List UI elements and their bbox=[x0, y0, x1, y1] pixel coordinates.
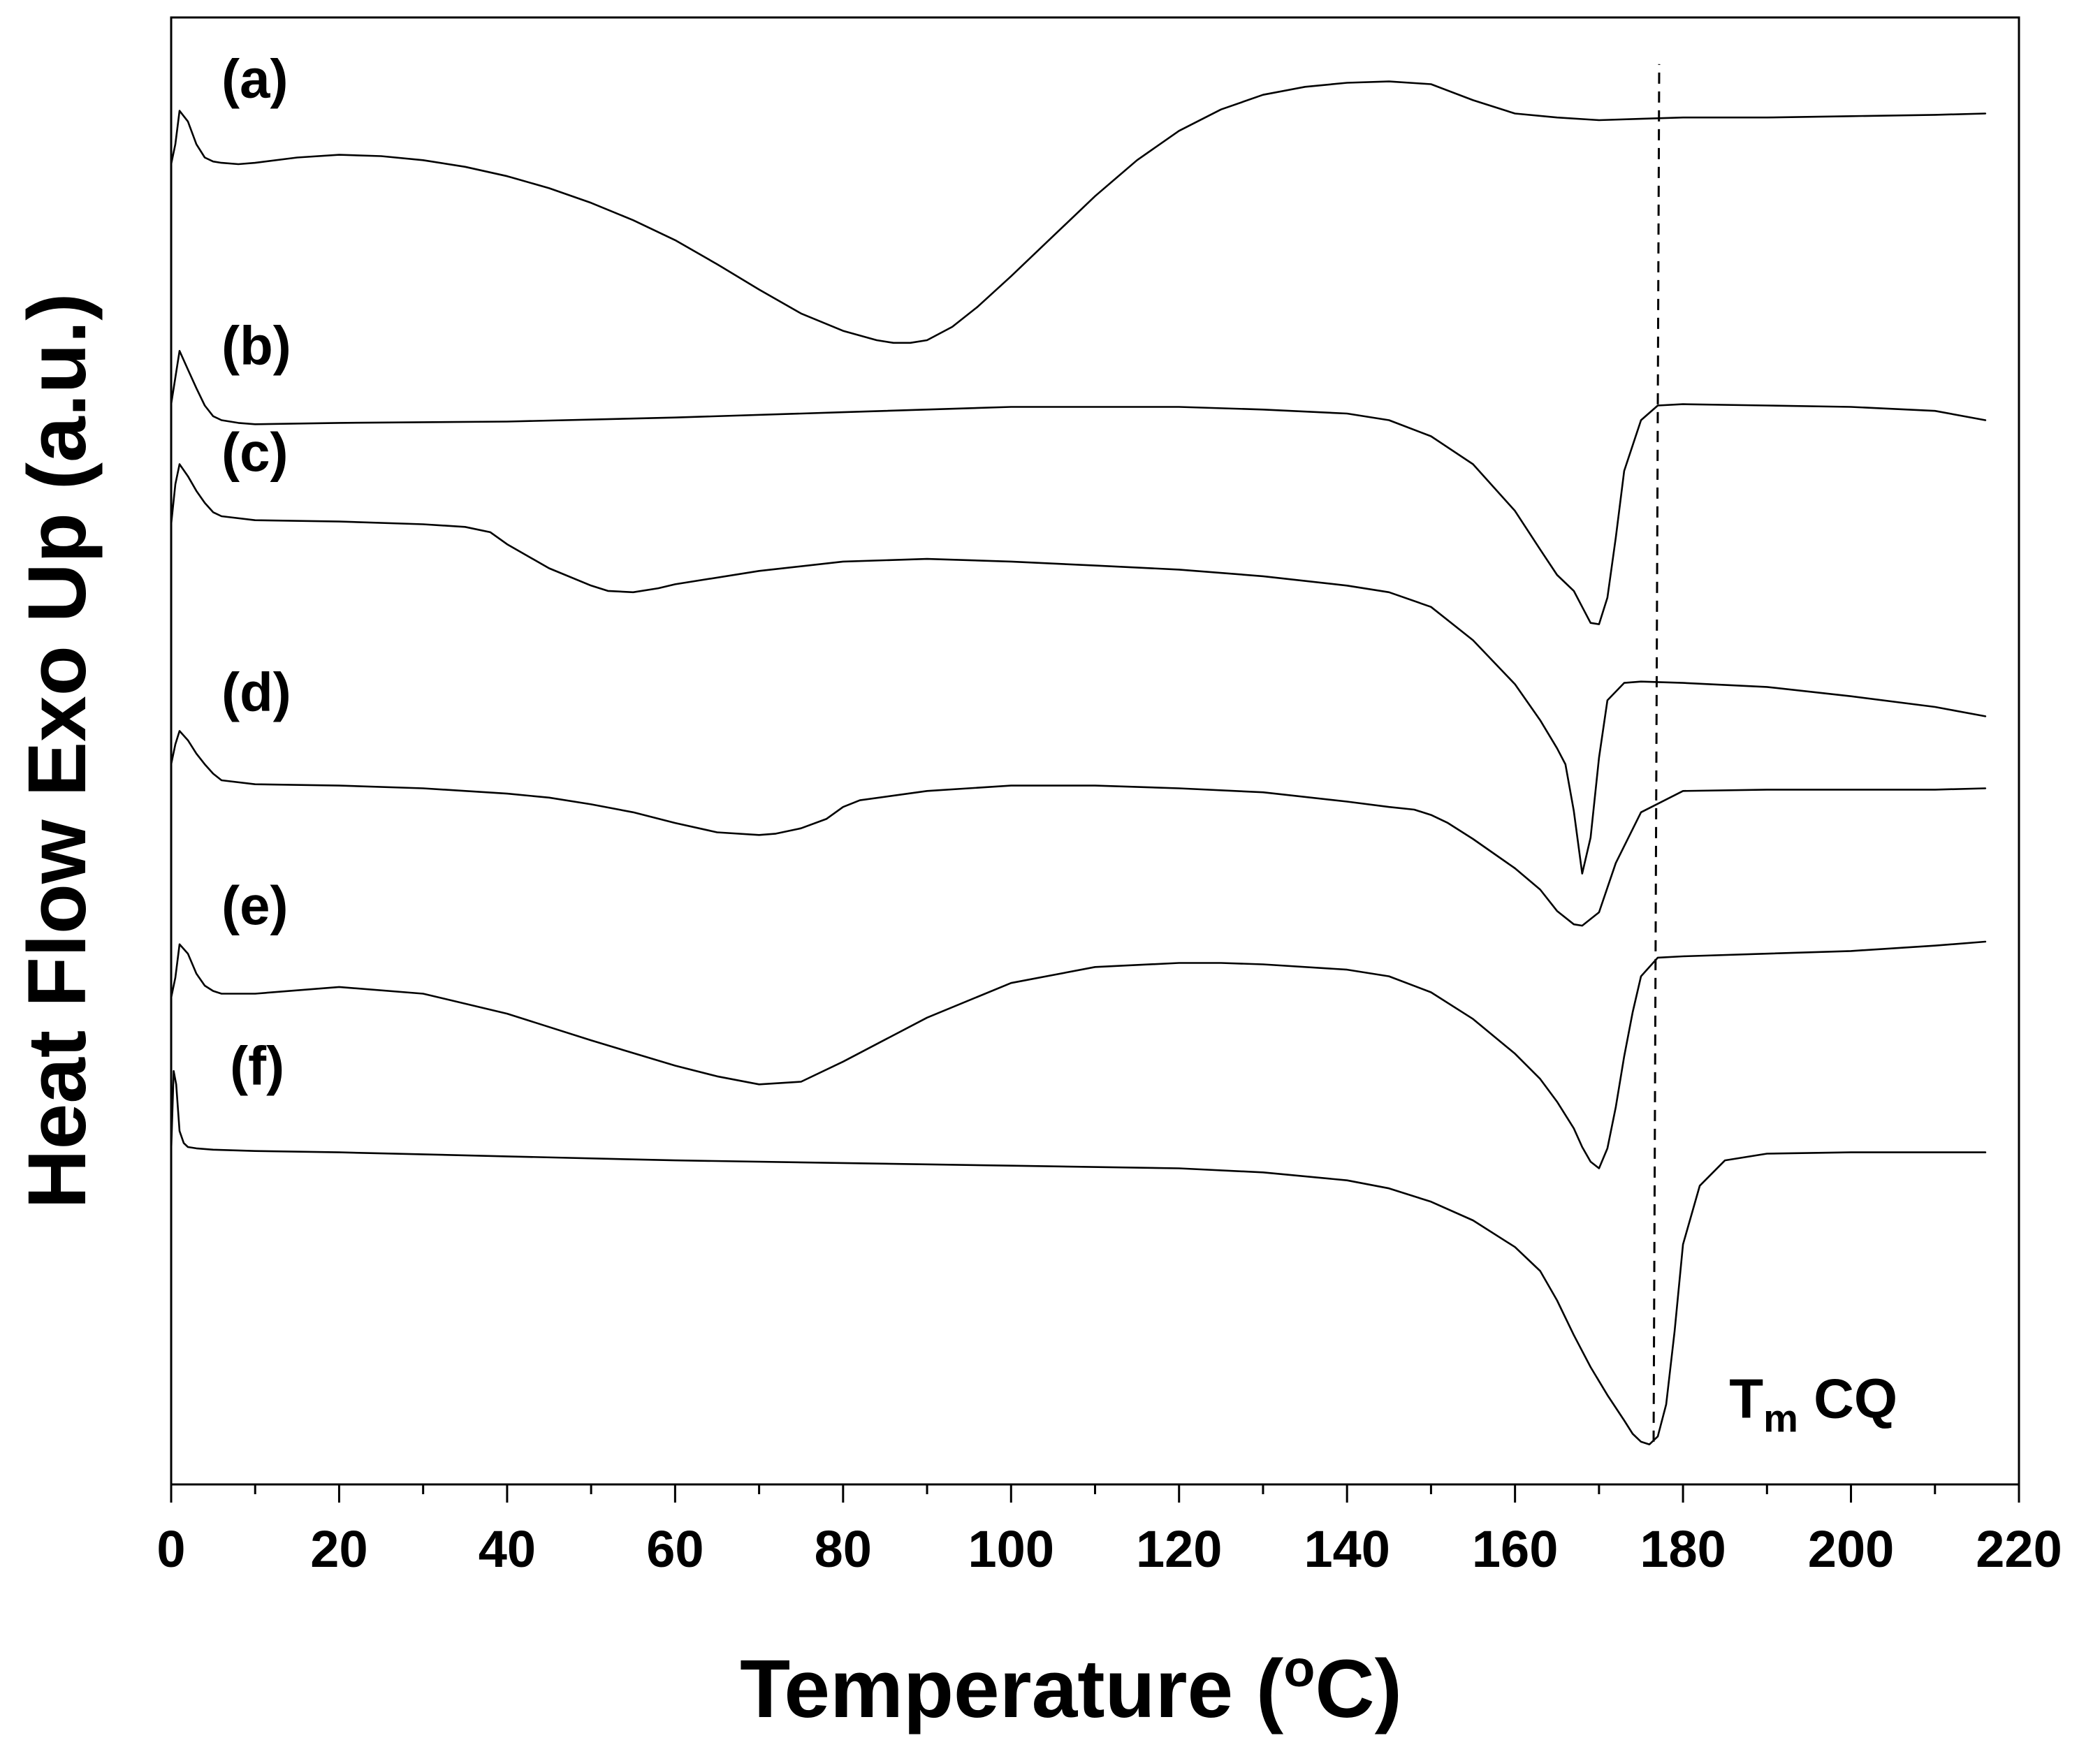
x-tick-labels: 0 20 40 60 80 100 120 140 160 180 200 220 bbox=[156, 1520, 2062, 1578]
curve-label-d: (d) bbox=[221, 662, 291, 723]
curve-labels: (a) (b) (c) (d) (e) (f) bbox=[221, 48, 291, 1097]
x-tick-label: 60 bbox=[646, 1520, 703, 1578]
x-major-ticks bbox=[170, 1484, 2020, 1503]
x-tick-label: 0 bbox=[156, 1520, 185, 1578]
tm-subscript: m bbox=[1763, 1396, 1798, 1440]
curve-f bbox=[170, 1069, 1987, 1445]
curve-a bbox=[170, 80, 1987, 344]
x-minor-ticks bbox=[254, 1484, 1937, 1494]
curves bbox=[170, 80, 1987, 1445]
curve-e bbox=[170, 940, 1987, 1169]
tm-dashed-line bbox=[1652, 64, 1661, 1442]
curve-label-f: (f) bbox=[230, 1035, 284, 1096]
x-tick-label: 220 bbox=[1976, 1520, 2062, 1578]
x-axis-title: Temperature (oC) bbox=[740, 1640, 1402, 1735]
tm-suffix: CQ bbox=[1798, 1368, 1897, 1430]
plot-frame bbox=[170, 16, 2020, 1486]
tm-cq-annotation: Tm CQ bbox=[1729, 1368, 1897, 1440]
x-tick-label: 140 bbox=[1304, 1520, 1390, 1578]
curve-label-e: (e) bbox=[221, 875, 288, 936]
tm-symbol: T bbox=[1729, 1368, 1763, 1430]
x-tick-label: 80 bbox=[815, 1520, 872, 1578]
x-tick-label: 180 bbox=[1640, 1520, 1726, 1578]
x-tick-label: 160 bbox=[1472, 1520, 1558, 1578]
curve-label-b: (b) bbox=[221, 314, 291, 376]
x-tick-label: 40 bbox=[479, 1520, 536, 1578]
x-axis-title-degree: o bbox=[1283, 1640, 1315, 1697]
x-axis-title-unit: C) bbox=[1315, 1643, 1402, 1735]
x-tick-label: 20 bbox=[310, 1520, 367, 1578]
curve-c bbox=[170, 463, 1987, 875]
x-tick-label: 120 bbox=[1136, 1520, 1222, 1578]
x-axis-title-main: Temperature ( bbox=[740, 1643, 1284, 1735]
y-axis-title: Heat Flow Exo Up (a.u.) bbox=[11, 293, 103, 1208]
curve-d bbox=[170, 730, 1987, 927]
melting-reference-line bbox=[1652, 64, 1661, 1442]
curve-label-c: (c) bbox=[221, 421, 288, 483]
annotations: Tm CQ bbox=[1729, 1368, 1897, 1440]
x-tick-label: 100 bbox=[968, 1520, 1054, 1578]
x-tick-label: 200 bbox=[1808, 1520, 1894, 1578]
curve-b bbox=[170, 350, 1987, 625]
curve-label-a: (a) bbox=[221, 48, 288, 110]
